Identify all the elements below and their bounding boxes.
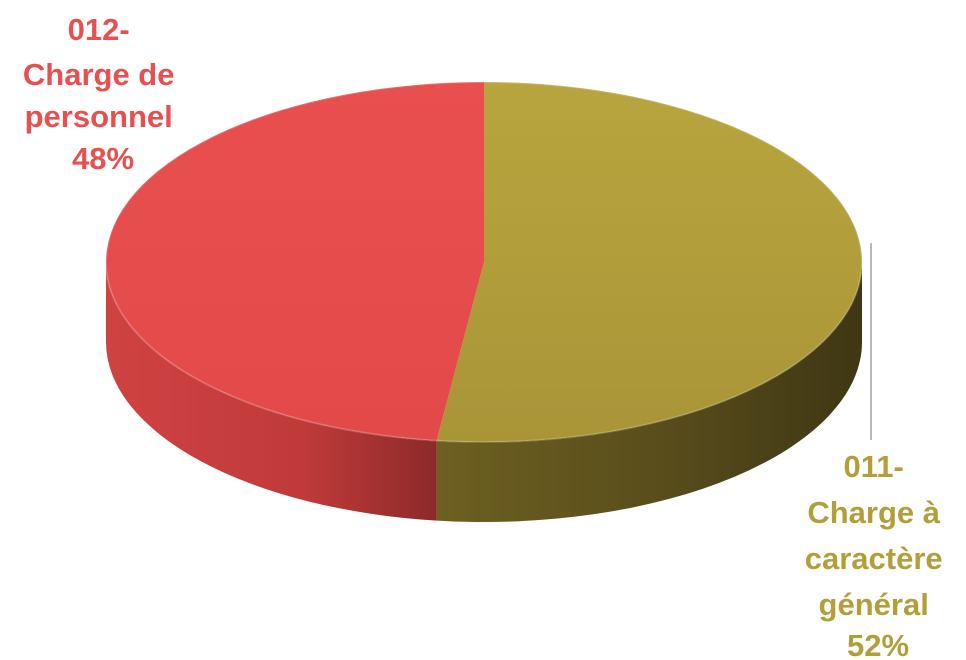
slice-label-011-line3: général [819, 587, 929, 622]
slice-label-011-percent: 52% [847, 628, 909, 660]
slice-label-011-line2: caractère [805, 541, 943, 576]
pie-slice-011 [436, 82, 862, 442]
slice-label-012-line1: Charge de [23, 57, 175, 92]
slice-label-012-line2: personnel [25, 99, 173, 134]
slice-label-011: 011- Charge à caractère général 52% [805, 449, 952, 660]
pie-rim-highlight [105, 81, 863, 443]
slice-label-011-code: 011- [844, 449, 904, 484]
slice-label-012: 012- Charge de personnel 48% [23, 12, 183, 176]
pie-slice-side-012 [106, 262, 437, 521]
pie-slice-012 [105, 81, 485, 441]
slice-label-012-code: 012- [68, 12, 130, 47]
slice-label-012-percent: 48% [72, 141, 134, 176]
pie-slice-side-011 [436, 262, 862, 522]
slice-label-011-line1: Charge à [807, 495, 940, 530]
